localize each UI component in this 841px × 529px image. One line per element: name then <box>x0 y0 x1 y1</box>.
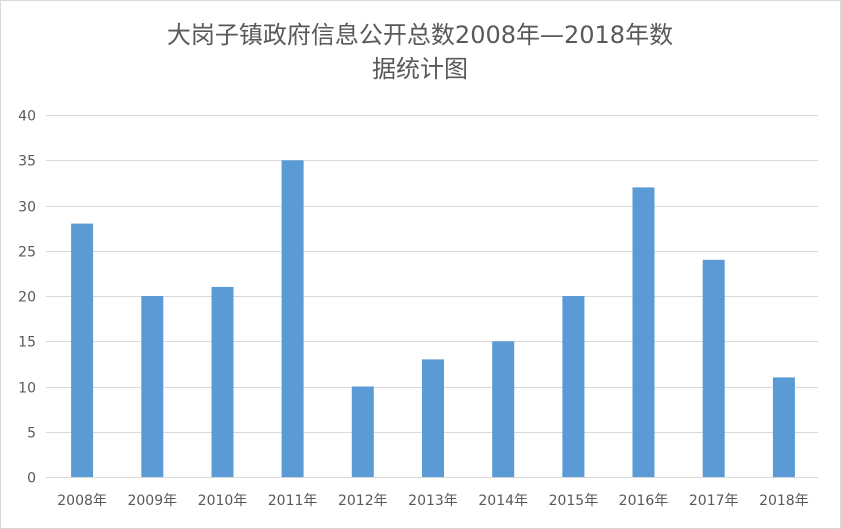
x-tick-label-2013年: 2013年 <box>408 493 458 509</box>
bar-2014年 <box>492 341 515 478</box>
bar-2011年 <box>281 160 304 478</box>
x-tick-label-2012年: 2012年 <box>338 493 388 509</box>
bar-2016年 <box>632 187 655 477</box>
y-tick-label-15: 15 <box>18 335 36 351</box>
bars <box>71 160 795 478</box>
x-tick-label-2010年: 2010年 <box>198 493 248 509</box>
x-tick-label-2017年: 2017年 <box>689 493 739 509</box>
y-tick-label-25: 25 <box>18 245 36 261</box>
y-tick-label-35: 35 <box>18 154 36 170</box>
y-tick-label-0: 0 <box>27 471 36 487</box>
bar-2017年 <box>702 259 725 477</box>
y-axis-ticks: 0 5 10 15 20 25 30 35 40 <box>18 109 36 487</box>
x-axis-labels: 2008年 2009年 2010年 2011年 2012年 2013年 2014年 2015年… <box>57 493 808 509</box>
chart-title-line-2: 据统计图 <box>372 55 468 83</box>
x-tick-label-2011年: 2011年 <box>268 493 318 509</box>
bar-2013年 <box>422 359 444 477</box>
y-tick-label-20: 20 <box>18 290 36 306</box>
x-tick-label-2009年: 2009年 <box>127 493 177 509</box>
x-tick-label-2016年: 2016年 <box>619 493 669 509</box>
x-tick-label-2008年: 2008年 <box>57 493 107 509</box>
y-tick-label-10: 10 <box>18 381 36 397</box>
bar-2009年 <box>141 296 164 477</box>
bar-2018年 <box>772 377 795 477</box>
x-tick-label-2018年: 2018年 <box>759 493 809 509</box>
bar-2010年 <box>211 286 234 477</box>
bar-2008年 <box>71 223 94 477</box>
x-tick-label-2015年: 2015年 <box>549 493 599 509</box>
x-tick-label-2014年: 2014年 <box>478 493 528 509</box>
chart-title-line-1: 大岗子镇政府信息公开总数2008年—2018年数 <box>166 21 674 49</box>
chart-title: 大岗子镇政府信息公开总数2008年—2018年数 据统计图 <box>60 18 780 86</box>
y-tick-label-40: 40 <box>18 109 36 125</box>
bar-2012年 <box>351 386 374 477</box>
y-tick-label-30: 30 <box>18 200 36 216</box>
bar-2015年 <box>562 296 585 477</box>
y-tick-label-5: 5 <box>27 426 36 442</box>
